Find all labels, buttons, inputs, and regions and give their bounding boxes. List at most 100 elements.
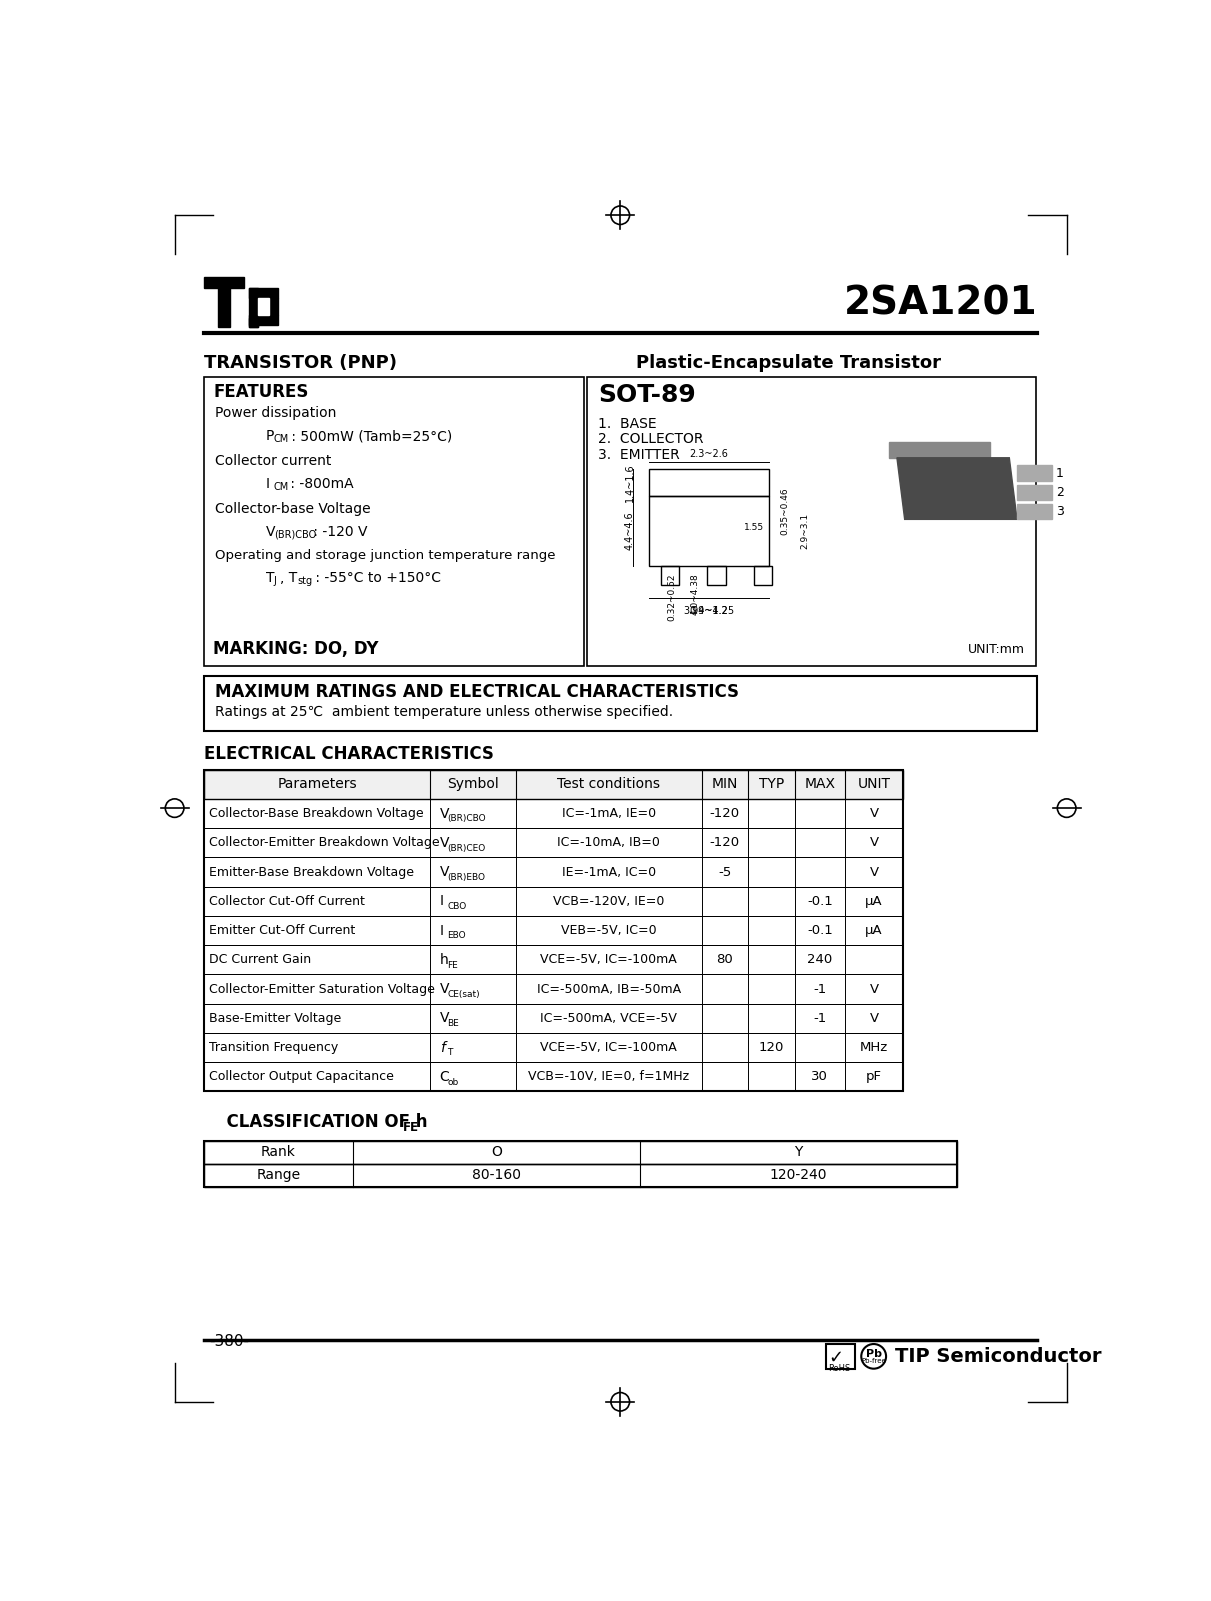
- Text: f: f: [440, 1041, 444, 1055]
- Text: Test conditions: Test conditions: [557, 776, 660, 791]
- Polygon shape: [897, 458, 1017, 519]
- Text: UNIT: UNIT: [857, 776, 890, 791]
- Text: : 500mW (Tamb=25°C): : 500mW (Tamb=25°C): [287, 429, 452, 443]
- Bar: [205, 770, 903, 799]
- Text: T: T: [266, 572, 275, 584]
- Text: I: I: [440, 924, 443, 938]
- Text: 0.9~1.2: 0.9~1.2: [689, 607, 728, 616]
- Text: IC=-10mA, IB=0: IC=-10mA, IB=0: [557, 836, 660, 849]
- Text: ✓: ✓: [828, 1348, 844, 1367]
- Polygon shape: [269, 298, 279, 315]
- Text: V: V: [869, 807, 879, 820]
- Text: (BR)CBO: (BR)CBO: [447, 815, 486, 823]
- Text: (BR)EBO: (BR)EBO: [447, 873, 486, 882]
- Bar: [205, 676, 1037, 732]
- Bar: [205, 1142, 958, 1186]
- Text: Parameters: Parameters: [277, 776, 357, 791]
- Text: IC=-500mA, VCE=-5V: IC=-500mA, VCE=-5V: [540, 1012, 677, 1025]
- Text: V: V: [440, 865, 449, 879]
- Bar: [753, 565, 773, 584]
- Text: 3: 3: [1056, 506, 1063, 519]
- Text: CBO: CBO: [447, 903, 466, 911]
- Text: MAXIMUM RATINGS AND ELECTRICAL CHARACTERISTICS: MAXIMUM RATINGS AND ELECTRICAL CHARACTER…: [214, 684, 739, 701]
- Text: 80-160: 80-160: [472, 1169, 521, 1183]
- Text: 1: 1: [1056, 466, 1063, 480]
- Bar: [205, 1164, 958, 1186]
- Text: -120: -120: [710, 836, 740, 849]
- Text: IC=-1mA, IE=0: IC=-1mA, IE=0: [562, 807, 655, 820]
- Text: DC Current Gain: DC Current Gain: [208, 953, 311, 967]
- Text: 80: 80: [717, 953, 733, 967]
- Text: J: J: [272, 576, 276, 586]
- Text: T: T: [447, 1049, 453, 1058]
- Text: SOT-89: SOT-89: [598, 383, 695, 407]
- Text: V: V: [869, 836, 879, 849]
- Text: 4.0~4.38: 4.0~4.38: [691, 573, 700, 615]
- Bar: [205, 1142, 958, 1164]
- Text: IE=-1mA, IC=0: IE=-1mA, IC=0: [562, 866, 655, 879]
- Bar: [649, 469, 769, 496]
- Text: -0.1: -0.1: [807, 924, 833, 937]
- Text: Collector Cut-Off Current: Collector Cut-Off Current: [208, 895, 365, 908]
- Text: : -120 V: : -120 V: [310, 525, 368, 540]
- Text: Base-Emitter Voltage: Base-Emitter Voltage: [208, 1012, 342, 1025]
- Polygon shape: [218, 288, 230, 327]
- Bar: [205, 828, 903, 858]
- Polygon shape: [205, 277, 245, 288]
- Text: 120-240: 120-240: [770, 1169, 827, 1183]
- Text: V: V: [440, 836, 449, 850]
- Bar: [660, 565, 679, 584]
- Text: Operating and storage junction temperature range: Operating and storage junction temperatu…: [214, 549, 556, 562]
- Text: CM: CM: [272, 482, 288, 492]
- Bar: [826, 1345, 855, 1369]
- Text: 2: 2: [1056, 487, 1063, 500]
- Text: BE: BE: [447, 1020, 459, 1028]
- Text: 120: 120: [758, 1041, 784, 1053]
- Text: Collector-Emitter Breakdown Voltage: Collector-Emitter Breakdown Voltage: [208, 836, 440, 849]
- Bar: [205, 916, 903, 945]
- Text: Range: Range: [257, 1169, 300, 1183]
- Bar: [205, 945, 903, 975]
- Text: Collector-Base Breakdown Voltage: Collector-Base Breakdown Voltage: [208, 807, 424, 820]
- Text: Pb-free: Pb-free: [861, 1358, 886, 1364]
- Text: O: O: [490, 1145, 501, 1159]
- Text: ELECTRICAL CHARACTERISTICS: ELECTRICAL CHARACTERISTICS: [205, 744, 494, 764]
- Text: Symbol: Symbol: [447, 776, 499, 791]
- Text: h: h: [440, 953, 448, 967]
- Text: Emitter Cut-Off Current: Emitter Cut-Off Current: [208, 924, 355, 937]
- Text: -1: -1: [814, 1012, 826, 1025]
- Text: Pb: Pb: [866, 1350, 882, 1359]
- Text: V: V: [869, 866, 879, 879]
- Bar: [205, 1004, 903, 1033]
- Text: Collector current: Collector current: [214, 455, 332, 467]
- Bar: [707, 565, 725, 584]
- Text: stg: stg: [297, 576, 312, 586]
- Polygon shape: [889, 442, 989, 458]
- Text: V: V: [440, 981, 449, 996]
- Text: MAX: MAX: [804, 776, 836, 791]
- Polygon shape: [1017, 485, 1052, 500]
- Text: -0.1: -0.1: [807, 895, 833, 908]
- Text: 0.35~0.46: 0.35~0.46: [781, 488, 790, 535]
- Text: pF: pF: [866, 1071, 882, 1084]
- Text: VCB=-10V, IE=0, f=1MHz: VCB=-10V, IE=0, f=1MHz: [528, 1071, 689, 1084]
- Text: RoHS: RoHS: [828, 1364, 850, 1374]
- Polygon shape: [249, 315, 279, 325]
- Text: Collector-Emitter Saturation Voltage: Collector-Emitter Saturation Voltage: [208, 983, 435, 996]
- Text: 2SA1201: 2SA1201: [844, 285, 1037, 323]
- Text: 1.4~1.6: 1.4~1.6: [625, 464, 635, 503]
- Text: 0.32~0.52: 0.32~0.52: [667, 573, 677, 621]
- Text: -5: -5: [718, 866, 731, 879]
- Text: μA: μA: [865, 924, 883, 937]
- Text: FE: FE: [403, 1121, 419, 1134]
- Text: 1.  BASE: 1. BASE: [598, 416, 656, 431]
- Text: : -800mA: : -800mA: [286, 477, 354, 492]
- Text: UNIT:mm: UNIT:mm: [968, 644, 1025, 656]
- Polygon shape: [249, 288, 279, 298]
- Text: TIP Semiconductor: TIP Semiconductor: [895, 1346, 1102, 1366]
- Text: V: V: [440, 1012, 449, 1025]
- Text: 2.9~3.1: 2.9~3.1: [800, 512, 809, 549]
- Text: V: V: [440, 807, 449, 820]
- Text: Power dissipation: Power dissipation: [214, 407, 337, 419]
- Bar: [205, 1061, 903, 1092]
